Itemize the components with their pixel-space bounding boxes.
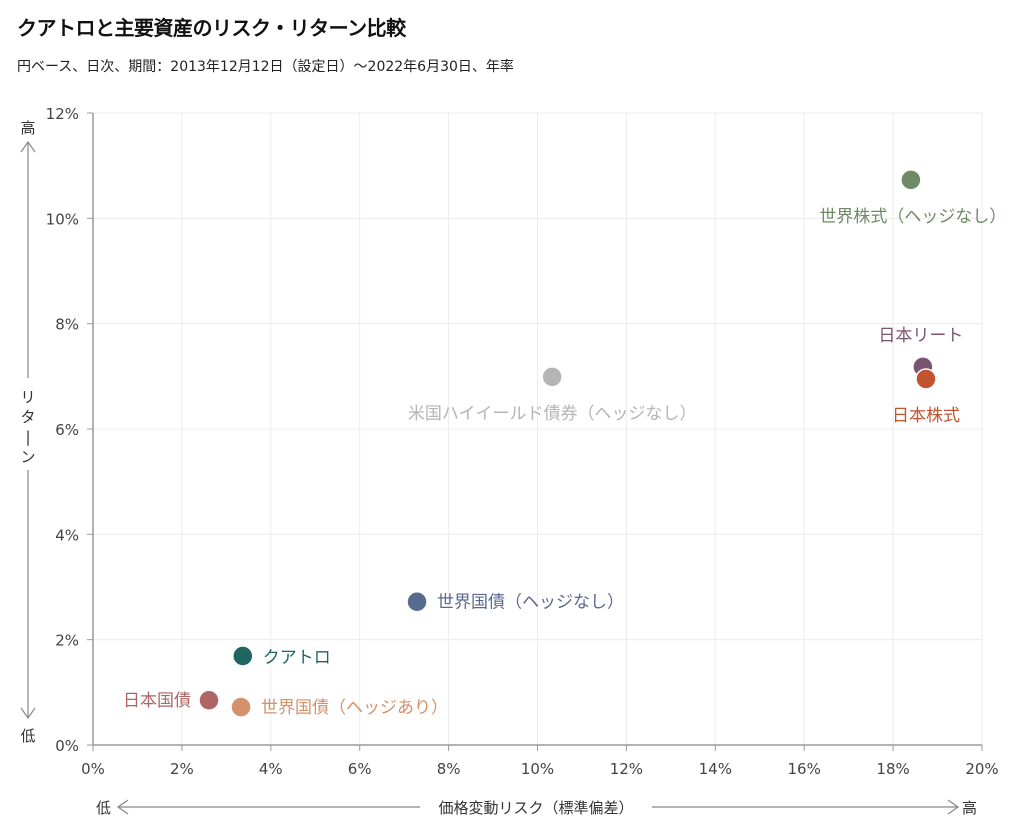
data-point (541, 366, 563, 388)
x-axis-high-label: 高 (962, 799, 977, 817)
x-tick-label: 2% (170, 760, 194, 778)
data-points (198, 169, 937, 718)
y-axis-low-label: 低 (20, 727, 35, 745)
y-tick-label: 8% (55, 316, 79, 334)
data-point (900, 169, 922, 191)
point-label: 米国ハイイールド債券（ヘッジなし） (408, 404, 697, 424)
y-axis-title-char: ン (20, 448, 35, 466)
y-axis-title-char: リ (20, 388, 35, 406)
x-tick-label: 12% (610, 760, 643, 778)
data-point (406, 590, 428, 613)
x-tick-label: 4% (259, 760, 283, 778)
data-point (198, 689, 220, 711)
x-tick-label: 10% (521, 760, 554, 778)
y-tick-label: 2% (55, 632, 79, 650)
point-label: クアトロ (263, 648, 331, 668)
x-axis-low-label: 低 (96, 799, 111, 817)
x-tick-label: 18% (876, 760, 909, 778)
x-tick-label: 0% (81, 760, 105, 778)
data-point (230, 696, 252, 718)
point-label: 日本国債 (123, 691, 191, 711)
point-label: 日本リート (878, 326, 963, 346)
point-label: 世界国債（ヘッジあり） (261, 698, 448, 718)
y-axis-title-text: リタ | ン (20, 388, 35, 466)
x-tick-label: 16% (788, 760, 821, 778)
axes (87, 112, 983, 751)
y-tick-label: 6% (55, 421, 79, 439)
x-axis-arrowhead-left (116, 799, 129, 815)
point-label: 日本株式 (892, 406, 960, 426)
x-tick-label: 8% (437, 760, 461, 778)
x-axis-arrowhead-right (947, 799, 960, 815)
chart-title: クアトロと主要資産のリスク・リターン比較 (17, 16, 406, 40)
y-tick-label: 0% (55, 737, 79, 755)
data-point (232, 645, 254, 667)
x-tick-label: 6% (348, 760, 372, 778)
y-axis-title: リタ | ン (20, 388, 35, 466)
x-tick-label: 20% (965, 760, 998, 778)
x-tick-label: 14% (699, 760, 732, 778)
y-axis-arrowhead-up (20, 140, 36, 153)
y-tick-label: 10% (46, 210, 79, 228)
grid-lines (93, 112, 983, 745)
x-axis-title: 価格変動リスク（標準偏差） (438, 799, 633, 817)
chart-subtitle: 円ベース、日次、期間：2013年12月12日（設定日）～2022年6月30日、年… (17, 59, 514, 75)
y-axis-high-label: 高 (20, 119, 35, 137)
point-label: 世界株式（ヘッジなし） (819, 207, 1006, 227)
y-axis-arrowhead-down (20, 707, 36, 720)
data-point (915, 368, 937, 390)
y-tick-label: 4% (55, 526, 79, 544)
tick-labels: 0% 2% 4% 6% 8% 10% 12% 14% 16% 18% 20% 0% 2% 4% 6% 8% 10… (46, 105, 999, 778)
y-axis-title-char: タ (20, 408, 35, 426)
y-axis-title-char: | (25, 428, 30, 446)
point-label: 世界国債（ヘッジなし） (437, 593, 624, 613)
y-tick-label: 12% (46, 105, 79, 123)
